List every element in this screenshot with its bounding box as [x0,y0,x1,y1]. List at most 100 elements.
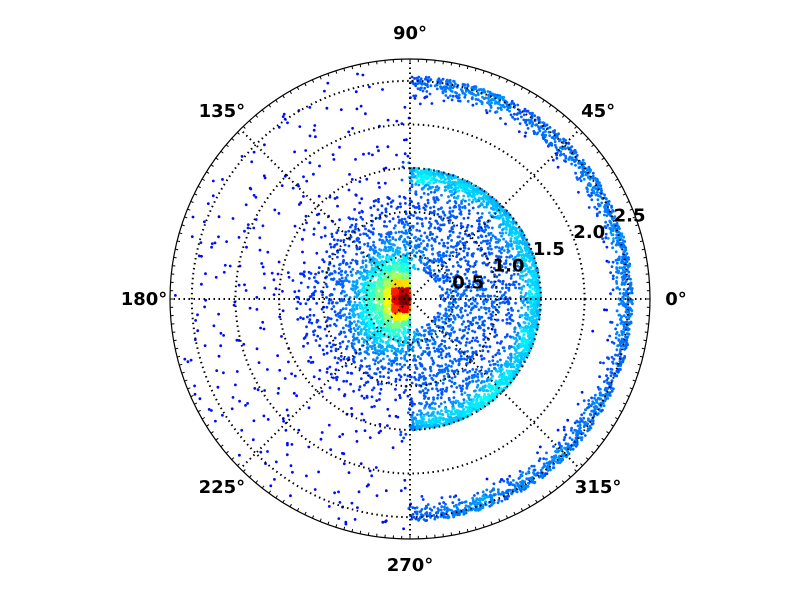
data-point [615,276,619,279]
data-point [450,305,453,309]
data-point [355,107,359,111]
data-point [422,394,426,398]
data-point [496,341,499,345]
data-point [449,251,453,255]
data-point [368,436,372,439]
data-point [587,182,591,185]
data-point [344,270,347,274]
data-point [542,127,545,131]
data-point [314,289,317,293]
data-point [408,203,412,207]
data-point [436,274,439,278]
data-point [446,241,450,245]
data-point [378,186,381,189]
data-point [487,326,490,330]
data-point [494,353,498,357]
data-point [328,341,332,345]
data-point [363,383,366,387]
data-point [353,208,356,211]
data-point [219,344,223,348]
data-point [216,385,220,389]
data-point [469,502,473,506]
data-point [398,350,402,353]
data-point [423,392,426,395]
data-point [468,355,471,359]
data-point [466,192,469,195]
data-point [459,310,463,314]
data-point [391,236,395,239]
data-point [350,178,354,181]
data-point [449,94,452,98]
data-point [451,214,455,218]
data-point [416,413,419,416]
data-point [452,495,456,499]
data-point [453,375,457,379]
data-point [416,222,419,225]
data-point [410,415,413,419]
data-point [442,252,446,256]
data-point [607,260,611,264]
data-point [338,248,342,252]
data-point [440,206,443,210]
data-point [431,359,435,362]
data-point [489,498,493,502]
data-point [422,192,426,195]
data-point [436,172,439,176]
data-point [516,103,520,107]
data-point [354,329,357,332]
data-point [442,297,446,301]
data-point [418,390,422,394]
data-point [475,302,479,305]
data-point [451,265,455,268]
data-point [515,244,519,248]
data-point [338,311,342,314]
data-point [466,251,469,255]
data-point [470,224,474,228]
data-point [457,359,461,363]
data-point [332,158,336,161]
data-point [335,242,339,246]
data-point [445,250,449,254]
data-point [308,313,312,317]
data-point [458,351,462,355]
data-point [456,96,459,100]
data-point [465,226,469,229]
data-point [519,294,523,298]
data-point [420,222,424,226]
data-point [418,238,422,241]
data-point [387,231,390,235]
data-point [373,246,377,249]
data-point [244,289,248,292]
data-point [466,263,470,267]
data-point [443,344,447,348]
data-point [302,175,305,179]
data-point [605,245,609,249]
data-point [603,213,606,217]
data-point [500,340,503,343]
data-point [584,171,588,174]
data-point [418,516,422,519]
data-point [510,274,513,278]
data-point [496,351,500,355]
data-point [436,212,440,216]
data-point [580,438,583,442]
data-point [570,162,573,166]
data-point [476,372,480,376]
data-point [499,358,502,362]
data-point [207,408,211,411]
data-point [479,241,483,245]
data-point [508,109,511,113]
data-point [526,126,530,130]
data-point [363,429,367,432]
data-point [293,150,296,154]
data-point [471,336,475,340]
data-point [440,238,444,242]
data-point [334,368,338,372]
data-point [530,464,534,468]
data-point [300,272,304,276]
data-point [435,374,438,378]
data-point [368,85,371,89]
data-point [199,241,203,245]
data-point [349,225,352,229]
data-point [612,357,616,361]
